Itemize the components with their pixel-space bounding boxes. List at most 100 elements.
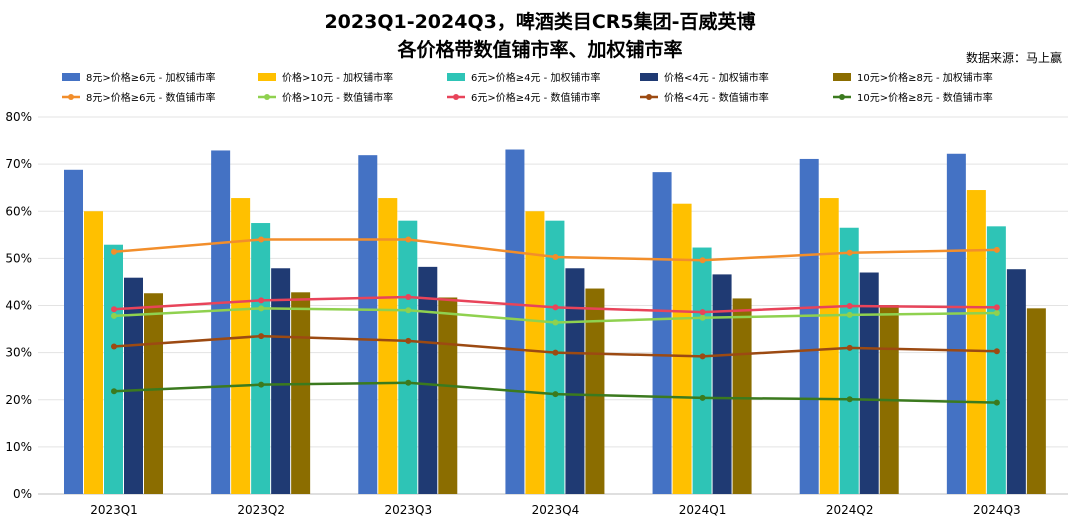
legend-label: 8元>价格≥6元 - 数值铺市率 — [86, 91, 215, 104]
line-point — [111, 343, 117, 350]
bar — [545, 220, 565, 495]
y-tick-label: 0% — [13, 487, 32, 501]
line-point — [258, 333, 265, 340]
line-point — [258, 305, 265, 312]
bar — [692, 247, 712, 494]
bar-series-group — [64, 149, 1046, 495]
bar — [231, 198, 251, 494]
line-point — [846, 396, 853, 403]
legend-marker — [839, 94, 845, 100]
bar — [64, 169, 83, 494]
line-point — [552, 304, 559, 311]
y-tick-label: 50% — [5, 251, 32, 265]
legend-label: 价格>10元 - 加权铺市率 — [282, 71, 393, 84]
x-tick-label: 2023Q3 — [384, 503, 432, 517]
bar — [712, 274, 732, 494]
line-point — [258, 236, 265, 243]
y-tick-label: 80% — [5, 110, 32, 124]
bar — [585, 288, 605, 494]
data-source-label: 数据来源：马上赢 — [966, 50, 1062, 65]
line-point — [993, 304, 1000, 311]
legend-marker — [453, 94, 459, 100]
bar — [251, 223, 271, 494]
bar — [986, 226, 1006, 494]
y-tick-label: 60% — [5, 204, 32, 218]
line-point — [552, 319, 559, 326]
x-tick-label: 2023Q4 — [532, 503, 580, 517]
bar — [144, 293, 163, 494]
bar — [859, 272, 879, 494]
line-point — [111, 312, 117, 319]
line-point — [258, 381, 265, 388]
line-point — [846, 311, 853, 318]
line-point — [258, 297, 265, 304]
line-point — [846, 249, 853, 256]
bar — [799, 158, 819, 494]
bar — [505, 149, 525, 495]
line-point — [552, 349, 559, 356]
line-point — [993, 348, 1000, 355]
bar — [672, 203, 692, 494]
line-point — [111, 388, 117, 395]
bar — [1026, 308, 1046, 494]
legend-marker — [68, 94, 74, 100]
legend-swatch — [640, 73, 658, 81]
bar — [84, 211, 103, 494]
legend-marker — [646, 94, 652, 100]
bar — [1006, 269, 1026, 494]
x-tick-label: 2024Q3 — [973, 503, 1021, 517]
legend-swatch — [258, 73, 276, 81]
y-tick-label: 40% — [5, 299, 32, 313]
bar — [211, 150, 231, 495]
legend-label: 8元>价格≥6元 - 加权铺市率 — [86, 71, 215, 84]
line-point — [405, 236, 412, 243]
bar — [358, 155, 378, 494]
line-point — [993, 399, 1000, 406]
line-point — [846, 344, 853, 351]
line-point — [699, 257, 706, 264]
legend-label: 10元>价格≥8元 - 加权铺市率 — [857, 71, 993, 84]
bar — [652, 172, 672, 495]
legend-label: 6元>价格≥4元 - 加权铺市率 — [471, 71, 600, 84]
bar — [966, 190, 986, 494]
line-point — [111, 306, 117, 313]
x-axis: 2023Q1 2023Q2 2023Q3 2023Q4 2024Q1 2024Q2 2024… — [90, 503, 1020, 517]
legend-label: 价格>10元 - 数值铺市率 — [282, 91, 393, 104]
chart-subtitle: 各价格带数值铺市率、加权铺市率 — [396, 38, 682, 61]
bar — [124, 277, 143, 494]
bar — [438, 297, 458, 494]
x-tick-label: 2024Q1 — [679, 503, 727, 517]
line-point — [846, 302, 853, 309]
line-point — [699, 309, 706, 316]
bar — [291, 292, 311, 494]
legend-label: 价格<4元 - 数值铺市率 — [664, 91, 769, 104]
x-tick-label: 2023Q2 — [237, 503, 285, 517]
line-point — [699, 394, 706, 401]
bar — [271, 268, 291, 494]
line-point — [993, 310, 1000, 317]
legend: 8元>价格≥6元 - 加权铺市率 价格>10元 - 加权铺市率 6元>价格≥4元 -… — [62, 71, 993, 104]
bar — [378, 198, 398, 494]
line-point — [405, 337, 412, 344]
bar — [565, 268, 585, 494]
x-tick-label: 2023Q1 — [90, 503, 138, 517]
chart-title: 2023Q1-2024Q3，啤酒类目CR5集团-百威英博 — [324, 10, 755, 33]
line-point — [552, 391, 559, 398]
bar — [398, 220, 418, 495]
line-point — [405, 294, 412, 301]
line-point — [993, 246, 1000, 253]
line-point — [699, 314, 706, 321]
line-point — [552, 253, 559, 260]
legend-swatch — [447, 73, 465, 81]
y-tick-label: 30% — [5, 346, 32, 360]
bar — [525, 211, 545, 494]
legend-swatch — [833, 73, 851, 81]
line-point — [405, 307, 412, 314]
bar — [839, 227, 859, 494]
legend-label: 价格<4元 - 加权铺市率 — [664, 71, 769, 84]
line-point — [699, 353, 706, 360]
y-axis: 0% 10% 20% 30% 40% 50% 60% 70% 80% — [5, 110, 32, 501]
legend-label: 6元>价格≥4元 - 数值铺市率 — [471, 91, 600, 104]
